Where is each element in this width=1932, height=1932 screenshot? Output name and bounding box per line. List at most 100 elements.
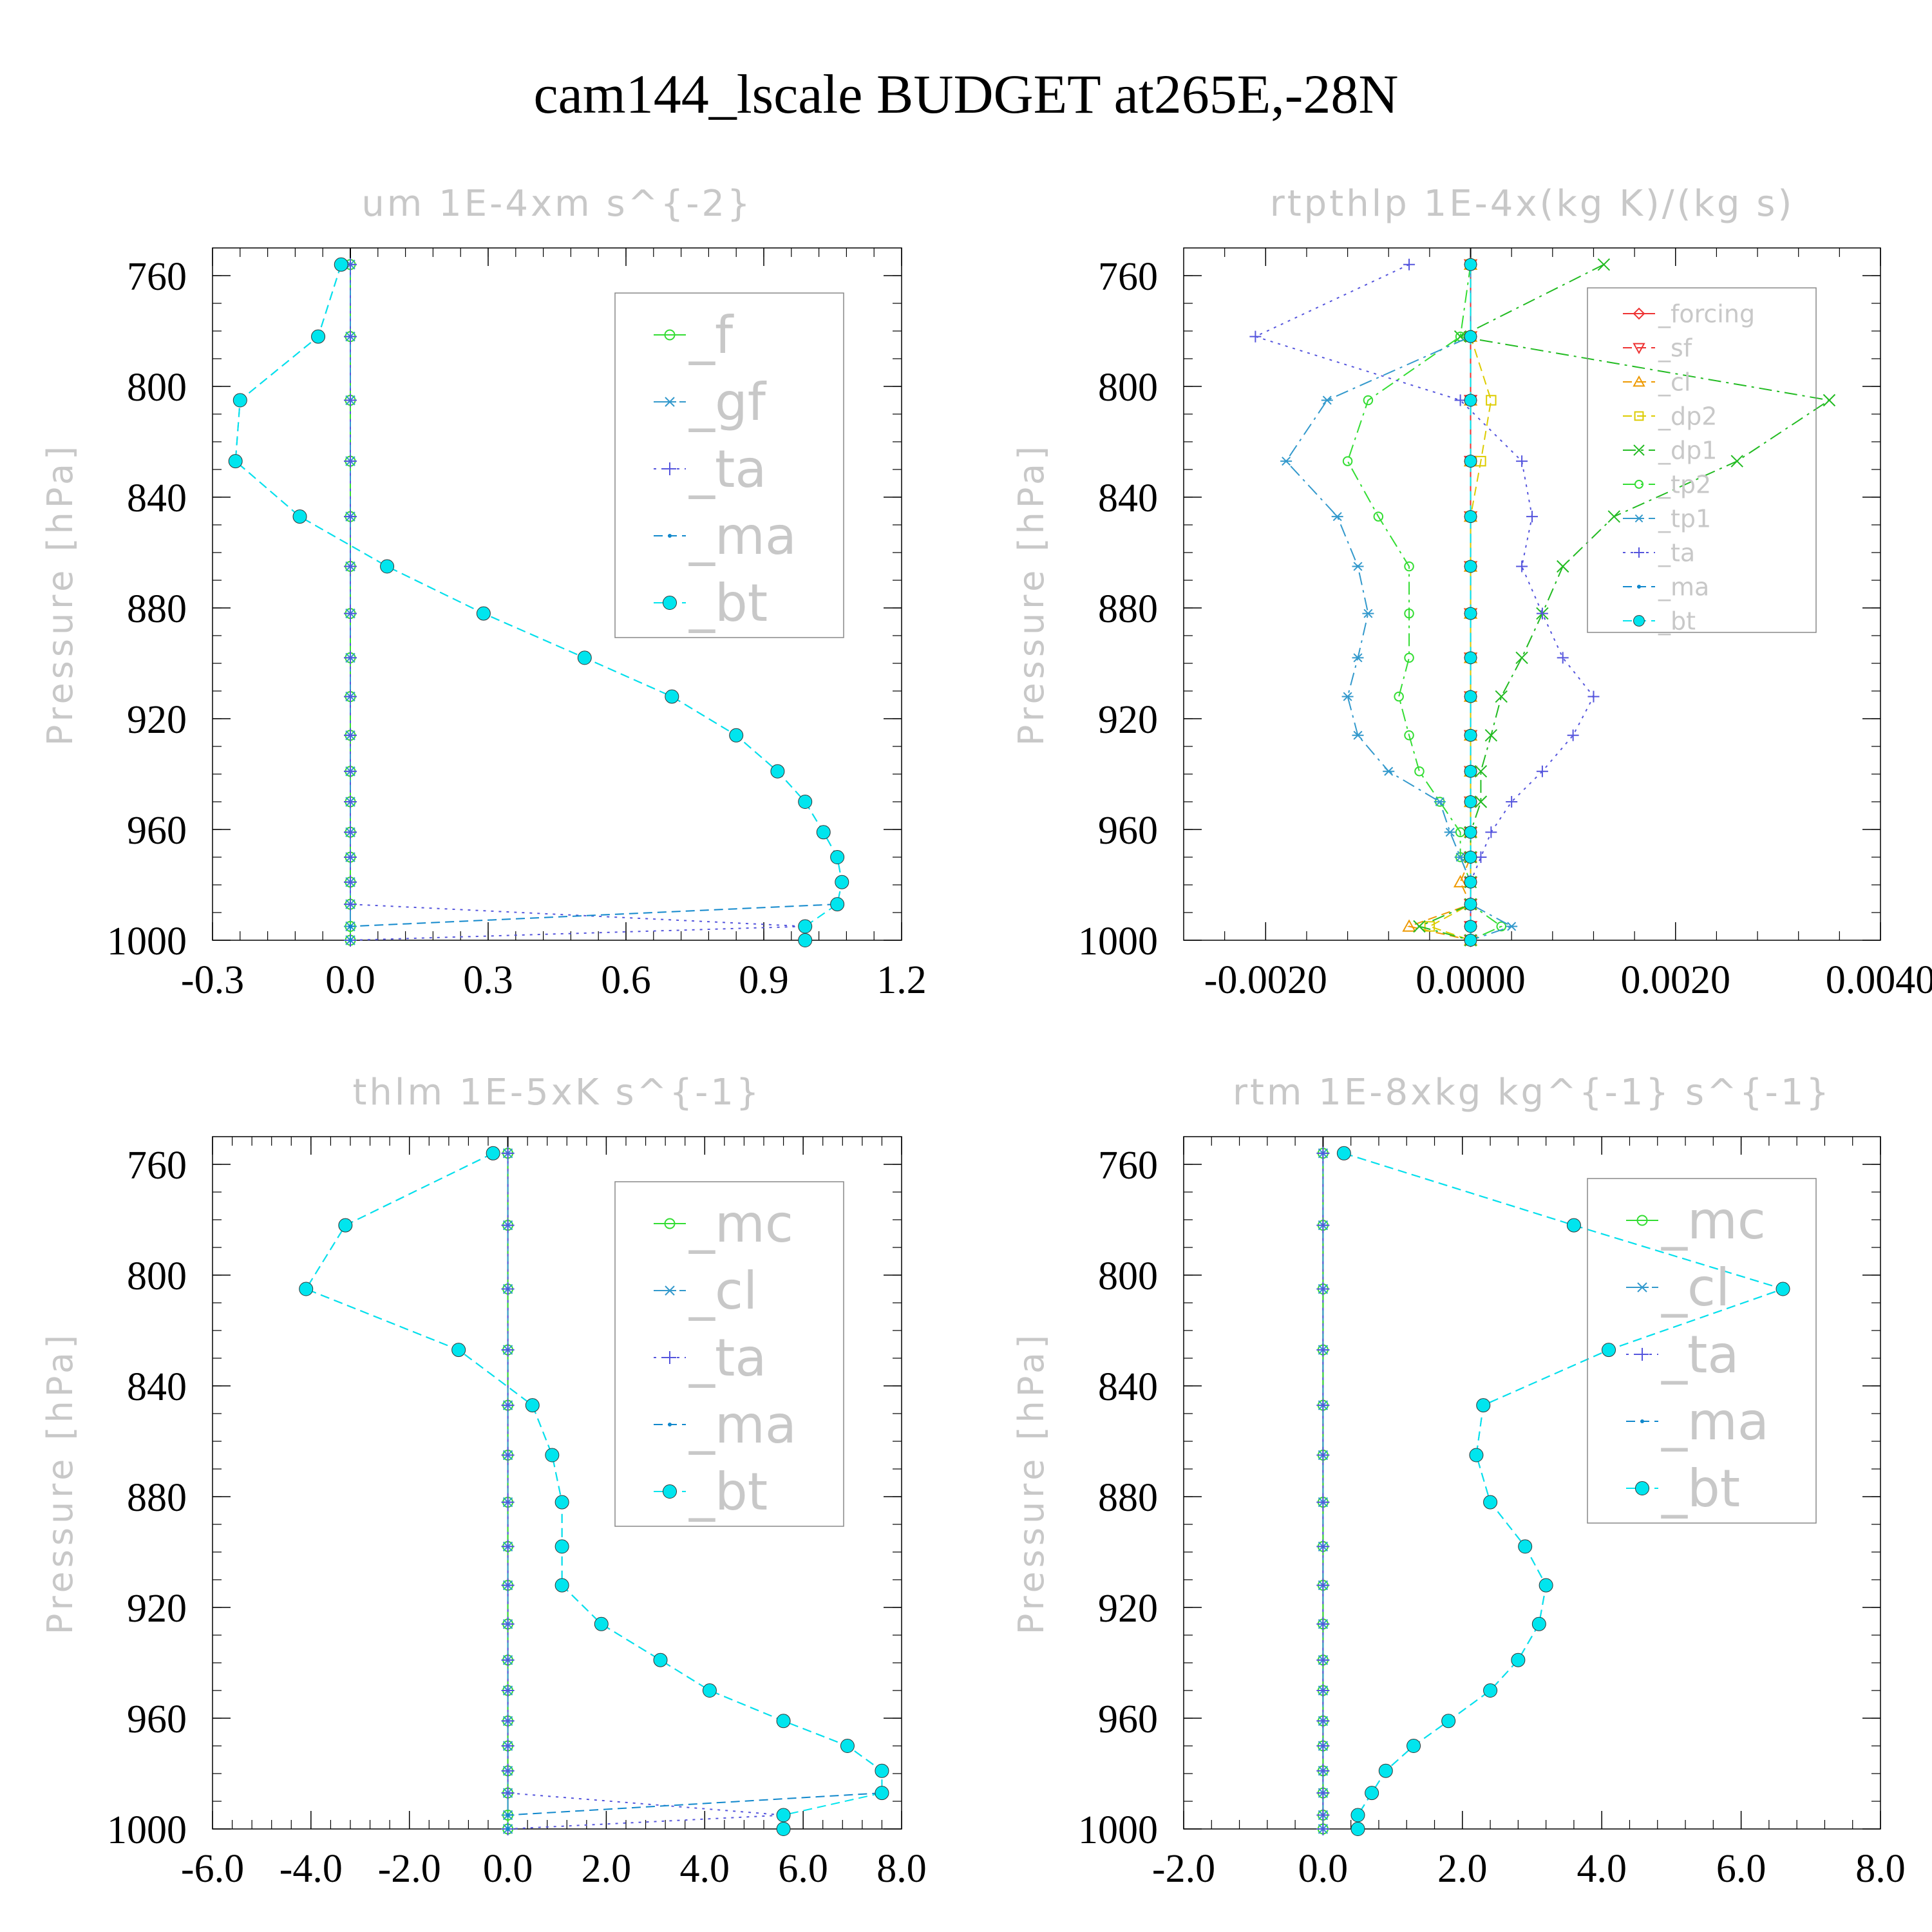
legend-label: _gf <box>688 372 767 432</box>
data-point <box>501 1448 515 1462</box>
data-point <box>1539 1578 1553 1593</box>
y-tick-label: 840 <box>1098 477 1158 520</box>
y-tick-label: 760 <box>127 1144 187 1188</box>
plot-frame <box>1183 1136 1881 1830</box>
y-tick-label: 880 <box>127 1476 187 1520</box>
data-point <box>702 1683 717 1698</box>
data-point <box>1484 729 1498 742</box>
data-point <box>1536 765 1548 777</box>
data-point <box>1316 1448 1330 1462</box>
plot-frame <box>212 1136 902 1830</box>
y-tick-label: 920 <box>1098 1587 1158 1631</box>
x-tick-label: 0.0020 <box>1621 958 1731 1002</box>
y-tick-label: 920 <box>127 1587 187 1631</box>
data-point <box>1365 1786 1379 1801</box>
data-point <box>344 651 357 665</box>
data-point <box>1464 560 1477 573</box>
series-bt <box>1464 258 1477 947</box>
data-point <box>1597 258 1611 271</box>
data-point <box>1441 1714 1456 1728</box>
legend-label: _cl <box>688 1261 757 1321</box>
legend-marker <box>1634 547 1644 558</box>
series-ta <box>344 258 812 947</box>
data-point <box>1464 690 1477 703</box>
data-point <box>1414 766 1425 777</box>
data-point <box>1496 921 1507 932</box>
data-point <box>1404 561 1414 572</box>
data-point <box>1567 729 1579 741</box>
data-point <box>1316 1764 1330 1777</box>
panel-title: rtpthlp 1E-4x(kg K)/(kg s) <box>1270 183 1795 225</box>
data-point <box>501 1399 515 1412</box>
legend-label: _tp1 <box>1658 504 1711 533</box>
data-point <box>344 330 357 343</box>
y-axis-label: Pressure [hPa] <box>1011 442 1052 746</box>
data-point <box>1352 730 1364 740</box>
data-point <box>1378 1763 1393 1778</box>
data-point <box>1444 828 1456 837</box>
legend-box <box>614 1181 844 1527</box>
series-line <box>305 1152 883 1829</box>
legend-marker <box>1636 1215 1648 1226</box>
x-tick-label: 0.0000 <box>1416 958 1526 1002</box>
y-tick-label: 960 <box>1098 809 1158 853</box>
x-tick-label: 2.0 <box>1437 1847 1488 1891</box>
data-point <box>1350 1808 1365 1823</box>
data-point <box>1394 691 1404 702</box>
data-point <box>1486 395 1497 406</box>
legend-marker <box>1636 1348 1649 1361</box>
x-tick-label: 0.0 <box>325 958 375 1002</box>
data-point <box>1406 1739 1421 1753</box>
data-point <box>835 875 849 889</box>
data-point <box>840 1739 855 1753</box>
series-line <box>1253 263 1595 940</box>
y-tick-label: 1000 <box>107 1808 187 1852</box>
legend: _mc _cl _ta _ma _bt <box>1587 1178 1817 1524</box>
y-tick-label: 880 <box>1098 587 1158 631</box>
data-point <box>1464 875 1477 889</box>
data-point <box>501 1653 515 1667</box>
legend: _mc _cl _ta _ma _bt <box>614 1181 844 1527</box>
data-point <box>501 1684 515 1697</box>
legend-label: _mc <box>1661 1191 1766 1251</box>
data-point <box>816 825 831 840</box>
x-tick-label: 4.0 <box>1577 1847 1627 1891</box>
data-point <box>1316 1146 1330 1160</box>
data-point <box>665 689 679 704</box>
x-tick-label: -4.0 <box>279 1847 343 1891</box>
data-point <box>348 924 352 929</box>
data-point <box>1506 796 1518 808</box>
data-point <box>554 1578 569 1593</box>
data-point <box>1454 330 1467 343</box>
legend-marker <box>663 1351 676 1364</box>
data-point <box>506 1827 510 1831</box>
x-tick-label: -0.3 <box>181 958 244 1002</box>
data-point <box>729 728 744 743</box>
legend: _forcing _sf _cl _dp2 _dp1 _tp2 _tp1 _ta _ma _bt <box>1587 287 1817 635</box>
data-point <box>232 393 247 408</box>
data-point <box>501 1617 515 1631</box>
data-point <box>348 938 352 942</box>
data-point <box>1511 1653 1526 1667</box>
data-point <box>1495 690 1508 703</box>
legend-label: _ma <box>1658 573 1709 601</box>
data-point <box>501 1714 515 1728</box>
data-point <box>299 1282 314 1296</box>
data-point <box>1464 330 1477 343</box>
legend-label: _bt <box>1661 1459 1740 1519</box>
data-point <box>1474 795 1488 808</box>
data-point <box>770 764 785 779</box>
legend-label: _ma <box>688 506 797 566</box>
data-point <box>1557 652 1569 664</box>
y-axis-label: Pressure [hPa] <box>40 442 80 746</box>
data-point <box>334 257 348 272</box>
legend-label: _cl <box>1661 1258 1730 1318</box>
y-tick-label: 920 <box>127 698 187 742</box>
data-point <box>501 1218 515 1232</box>
data-point <box>1566 1218 1581 1233</box>
legend-marker <box>1634 411 1644 421</box>
data-point <box>1602 1343 1616 1358</box>
panel-title: rtm 1E-8xkg kg^{-1} s^{-1} <box>1233 1072 1832 1113</box>
data-point <box>1363 395 1374 406</box>
x-tick-label: 0.0040 <box>1826 958 1932 1002</box>
